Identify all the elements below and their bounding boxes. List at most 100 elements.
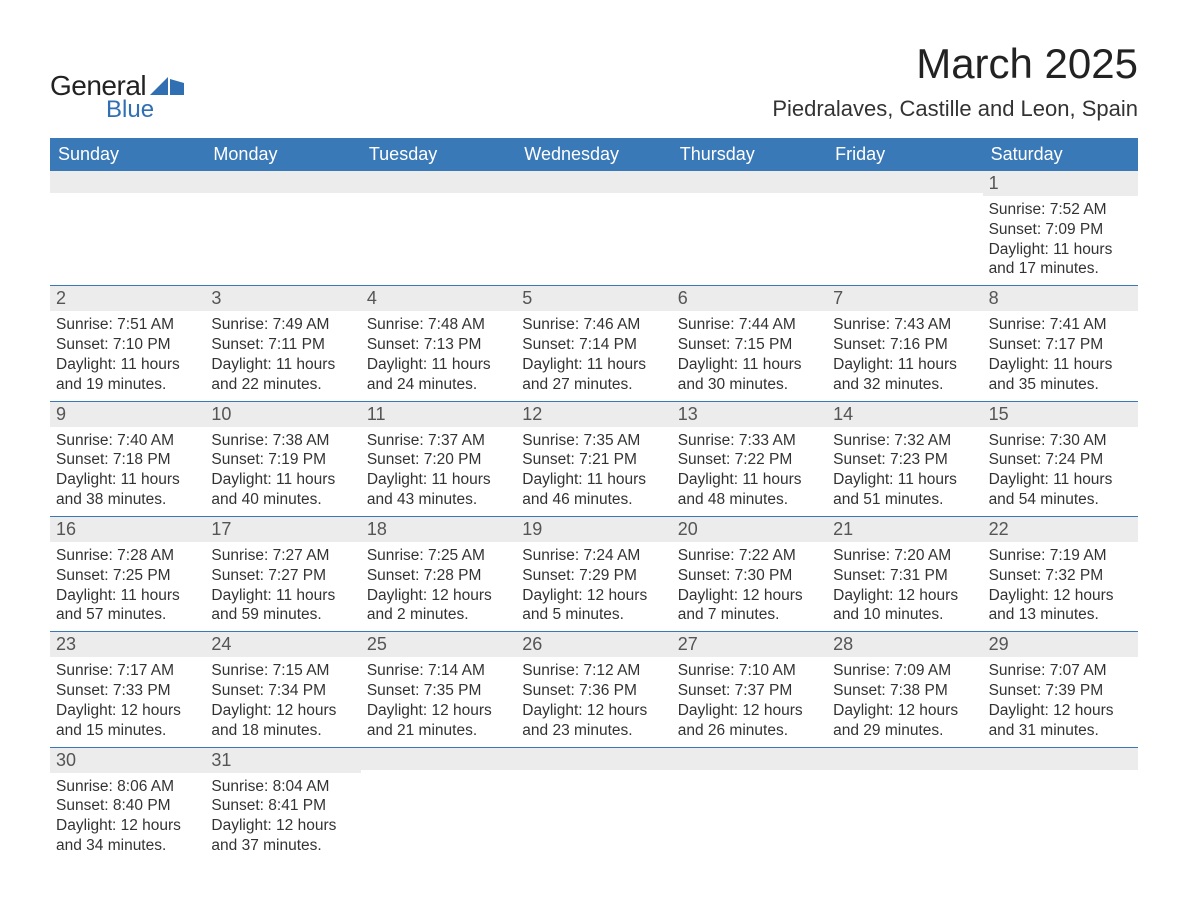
day-number-row: 8 [983,286,1138,311]
calendar-week: 30Sunrise: 8:06 AMSunset: 8:40 PMDayligh… [50,747,1138,862]
day-number: 3 [205,286,360,311]
day-number-row: 18 [361,517,516,542]
calendar-day-cell: 5Sunrise: 7:46 AMSunset: 7:14 PMDaylight… [516,286,671,400]
day-number-row: 29 [983,632,1138,657]
day-body: Sunrise: 7:28 AMSunset: 7:25 PMDaylight:… [50,542,205,631]
sunset-text: Sunset: 7:39 PM [989,681,1132,701]
day-body: Sunrise: 7:44 AMSunset: 7:15 PMDaylight:… [672,311,827,400]
day-number-row [516,748,671,770]
day-number: 22 [983,517,1138,542]
calendar-day-cell [672,171,827,285]
calendar-day-cell [672,748,827,862]
sunset-text: Sunset: 7:37 PM [678,681,821,701]
dow-wednesday: Wednesday [516,138,671,171]
sunrise-text: Sunrise: 7:28 AM [56,546,199,566]
sunrise-text: Sunrise: 7:27 AM [211,546,354,566]
calendar-day-cell: 1Sunrise: 7:52 AMSunset: 7:09 PMDaylight… [983,171,1138,285]
sunrise-text: Sunrise: 7:09 AM [833,661,976,681]
day-number: 11 [361,402,516,427]
daylight-text: Daylight: 11 hours and 48 minutes. [678,470,821,510]
day-number-row: 17 [205,517,360,542]
sunrise-text: Sunrise: 7:46 AM [522,315,665,335]
day-number-row: 16 [50,517,205,542]
dow-saturday: Saturday [983,138,1138,171]
sunset-text: Sunset: 7:30 PM [678,566,821,586]
sunset-text: Sunset: 7:20 PM [367,450,510,470]
daylight-text: Daylight: 11 hours and 22 minutes. [211,355,354,395]
sunset-text: Sunset: 7:10 PM [56,335,199,355]
sunset-text: Sunset: 7:24 PM [989,450,1132,470]
daylight-text: Daylight: 12 hours and 31 minutes. [989,701,1132,741]
sunset-text: Sunset: 7:22 PM [678,450,821,470]
day-number-row: 28 [827,632,982,657]
sunset-text: Sunset: 7:13 PM [367,335,510,355]
day-body: Sunrise: 7:14 AMSunset: 7:35 PMDaylight:… [361,657,516,746]
dow-sunday: Sunday [50,138,205,171]
day-body: Sunrise: 7:15 AMSunset: 7:34 PMDaylight:… [205,657,360,746]
day-number-row: 6 [672,286,827,311]
day-body: Sunrise: 7:24 AMSunset: 7:29 PMDaylight:… [516,542,671,631]
day-body [50,193,205,203]
day-number: 17 [205,517,360,542]
sunset-text: Sunset: 7:31 PM [833,566,976,586]
daylight-text: Daylight: 11 hours and 54 minutes. [989,470,1132,510]
day-number-row: 21 [827,517,982,542]
sunrise-text: Sunrise: 7:22 AM [678,546,821,566]
calendar-day-cell: 3Sunrise: 7:49 AMSunset: 7:11 PMDaylight… [205,286,360,400]
calendar-day-cell: 23Sunrise: 7:17 AMSunset: 7:33 PMDayligh… [50,632,205,746]
calendar-day-cell: 2Sunrise: 7:51 AMSunset: 7:10 PMDaylight… [50,286,205,400]
day-number-row: 2 [50,286,205,311]
day-number-row: 13 [672,402,827,427]
day-body [516,193,671,203]
day-number: 30 [50,748,205,773]
calendar-day-cell: 18Sunrise: 7:25 AMSunset: 7:28 PMDayligh… [361,517,516,631]
sunrise-text: Sunrise: 7:19 AM [989,546,1132,566]
calendar-day-cell: 4Sunrise: 7:48 AMSunset: 7:13 PMDaylight… [361,286,516,400]
sunset-text: Sunset: 7:19 PM [211,450,354,470]
sunrise-text: Sunrise: 7:43 AM [833,315,976,335]
daylight-text: Daylight: 12 hours and 2 minutes. [367,586,510,626]
sunset-text: Sunset: 7:28 PM [367,566,510,586]
day-body: Sunrise: 7:25 AMSunset: 7:28 PMDaylight:… [361,542,516,631]
day-body: Sunrise: 7:51 AMSunset: 7:10 PMDaylight:… [50,311,205,400]
calendar-day-cell [983,748,1138,862]
day-number: 27 [672,632,827,657]
calendar-day-cell: 6Sunrise: 7:44 AMSunset: 7:15 PMDaylight… [672,286,827,400]
day-number-row [361,748,516,770]
calendar-day-cell [361,748,516,862]
dow-thursday: Thursday [672,138,827,171]
sunset-text: Sunset: 7:15 PM [678,335,821,355]
day-number: 13 [672,402,827,427]
day-number-row: 3 [205,286,360,311]
day-number: 6 [672,286,827,311]
dow-tuesday: Tuesday [361,138,516,171]
title-block: March 2025 Piedralaves, Castille and Leo… [772,40,1138,126]
sunrise-text: Sunrise: 7:14 AM [367,661,510,681]
day-body: Sunrise: 7:10 AMSunset: 7:37 PMDaylight:… [672,657,827,746]
day-of-week-header: Sunday Monday Tuesday Wednesday Thursday… [50,138,1138,171]
daylight-text: Daylight: 12 hours and 10 minutes. [833,586,976,626]
day-body: Sunrise: 7:48 AMSunset: 7:13 PMDaylight:… [361,311,516,400]
day-body: Sunrise: 7:32 AMSunset: 7:23 PMDaylight:… [827,427,982,516]
day-number-row: 22 [983,517,1138,542]
sunrise-text: Sunrise: 7:15 AM [211,661,354,681]
day-body: Sunrise: 7:35 AMSunset: 7:21 PMDaylight:… [516,427,671,516]
sunset-text: Sunset: 7:18 PM [56,450,199,470]
logo: General Blue [50,40,184,124]
sunrise-text: Sunrise: 7:51 AM [56,315,199,335]
page-title: March 2025 [772,40,1138,88]
sunset-text: Sunset: 7:16 PM [833,335,976,355]
calendar-day-cell: 13Sunrise: 7:33 AMSunset: 7:22 PMDayligh… [672,402,827,516]
sunrise-text: Sunrise: 7:44 AM [678,315,821,335]
day-body: Sunrise: 7:19 AMSunset: 7:32 PMDaylight:… [983,542,1138,631]
calendar-body: 1Sunrise: 7:52 AMSunset: 7:09 PMDaylight… [50,171,1138,862]
daylight-text: Daylight: 11 hours and 35 minutes. [989,355,1132,395]
calendar-day-cell [827,748,982,862]
calendar-day-cell: 8Sunrise: 7:41 AMSunset: 7:17 PMDaylight… [983,286,1138,400]
day-number-row [361,171,516,193]
day-number: 25 [361,632,516,657]
day-body [672,770,827,780]
logo-text-blue: Blue [106,96,184,124]
sunrise-text: Sunrise: 7:25 AM [367,546,510,566]
daylight-text: Daylight: 12 hours and 15 minutes. [56,701,199,741]
